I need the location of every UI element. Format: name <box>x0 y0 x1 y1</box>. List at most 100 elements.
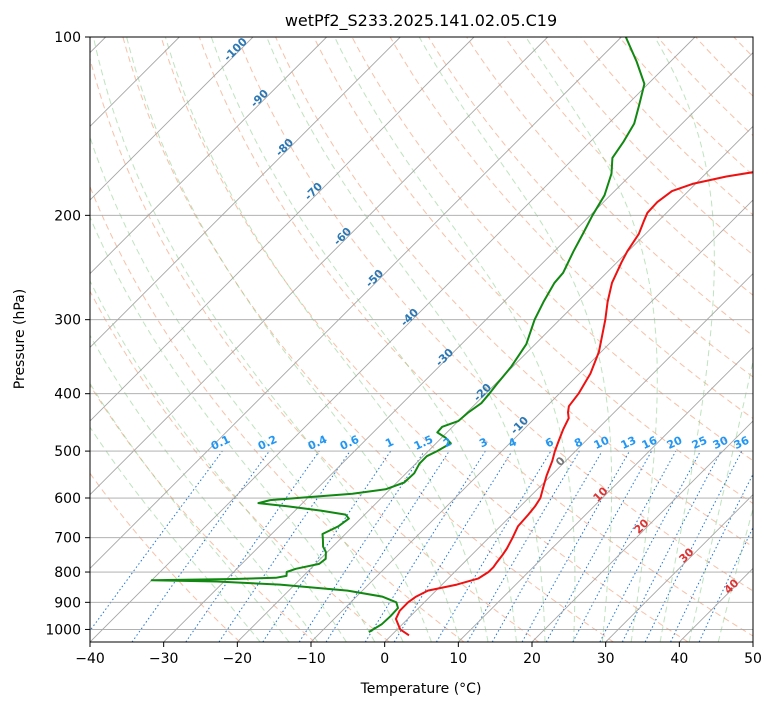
mixing-ratio-line <box>545 450 653 642</box>
moist-adiabat <box>90 215 376 642</box>
mixing-ratio-line <box>325 450 450 642</box>
y-tick-label: 500 <box>54 444 81 460</box>
line-labels: -100-90-80-70-60-50-40-30-20-10010203040… <box>209 35 752 597</box>
moist-adiabat <box>92 37 432 642</box>
moist-adiabat-label: 10 <box>591 484 611 504</box>
isotherm-line <box>384 273 753 642</box>
dry-adiabat <box>160 37 689 642</box>
x-tick-label: −30 <box>149 651 179 667</box>
y-axis: 100 200 300 400 500 600 700 800 900 1000 <box>45 30 90 638</box>
isotherm-line <box>237 125 753 642</box>
dry-adiabat-label: -90 <box>248 87 271 110</box>
mixing-ratio-line <box>262 450 392 642</box>
dry-adiabat <box>122 37 614 642</box>
moist-adiabat-label: 40 <box>722 576 742 596</box>
chart-title: wetPf2_S233.2025.141.02.05.C19 <box>285 11 557 31</box>
mixing-ratio-label: 1 <box>383 435 395 450</box>
isotherm-line <box>531 420 753 642</box>
dry-adiabat <box>313 37 753 505</box>
mixing-ratio-line <box>621 450 722 642</box>
mixing-ratio-line <box>131 450 270 642</box>
dry-adiabat <box>90 185 465 642</box>
dry-adiabat <box>389 37 753 420</box>
moist-adiabat <box>266 37 546 642</box>
dry-adiabat-label: -100 <box>221 35 250 64</box>
mixing-ratio-label: 30 <box>711 434 731 452</box>
moist-adiabat <box>525 37 658 642</box>
dewpoint-profile-line <box>150 37 646 633</box>
x-tick-label: 30 <box>597 651 615 667</box>
isotherm-line <box>163 52 753 642</box>
mixing-ratio-label: 4 <box>506 435 519 450</box>
y-tick-label: 200 <box>54 208 81 224</box>
mixing-ratio-line <box>521 450 630 642</box>
dry-adiabat-label: -40 <box>398 306 421 329</box>
isotherm-line <box>90 37 401 348</box>
moist-adiabat-label: 30 <box>677 545 697 565</box>
mixing-ratio-line <box>670 473 753 642</box>
mixing-ratio-label: 1.5 <box>412 433 435 453</box>
dry-adiabat-label: -30 <box>433 346 456 369</box>
mixing-ratio-line <box>644 450 743 642</box>
dry-adiabat <box>90 56 540 642</box>
isotherm-line <box>90 37 254 201</box>
dry-adiabat <box>90 472 241 642</box>
isotherm-line <box>90 37 327 275</box>
dry-adiabat <box>504 37 753 296</box>
dry-adiabat <box>90 384 316 642</box>
mixing-ratio-label: 20 <box>665 434 685 452</box>
moist-adiabat <box>164 37 489 642</box>
dry-adiabat-label: -50 <box>363 267 386 290</box>
mixing-ratio-label: 36 <box>732 434 752 452</box>
dry-adiabat <box>466 37 753 337</box>
dry-adiabat <box>351 37 753 462</box>
x-tick-label: 0 <box>380 651 389 667</box>
mixing-ratio-label: 10 <box>592 434 612 452</box>
dry-adiabat <box>542 37 753 256</box>
mixing-ratio-line <box>218 450 351 642</box>
dry-adiabat <box>275 37 753 548</box>
x-tick-label: −40 <box>75 651 105 667</box>
mixing-ratio-label: 25 <box>690 434 709 452</box>
dry-adiabat <box>90 290 390 642</box>
moist-adiabat-label: 20 <box>632 516 652 536</box>
dry-adiabat <box>657 37 753 137</box>
moist-adiabat <box>126 37 461 642</box>
moist-adiabat <box>688 358 753 642</box>
y-tick-label: 300 <box>54 313 81 329</box>
isotherm-line <box>90 37 475 422</box>
moist-adiabat <box>90 334 319 642</box>
x-tick-label: 50 <box>744 651 762 667</box>
moist-adiabat <box>418 37 613 642</box>
mixing-ratio-label: 16 <box>640 434 660 452</box>
dry-adiabat <box>198 37 753 637</box>
moist-adiabat <box>654 37 715 642</box>
dry-adiabat <box>237 37 753 592</box>
x-axis: −40 −30 −20 −10 0 10 20 30 40 50 <box>75 642 762 667</box>
mixing-ratio-label: 8 <box>572 435 584 450</box>
isotherm-line <box>605 494 753 642</box>
y-tick-label: 400 <box>54 387 81 403</box>
mixing-ratio-line <box>572 450 677 642</box>
moist-adiabat <box>210 37 517 642</box>
x-tick-label: −10 <box>296 651 326 667</box>
isotherm-line <box>310 199 753 642</box>
mixing-ratio-line <box>298 450 425 642</box>
grid-lines <box>90 37 753 642</box>
y-tick-label: 700 <box>54 531 81 547</box>
isotherm-line <box>90 37 622 569</box>
dry-adiabat-label: -10 <box>508 414 531 437</box>
moist-adiabat <box>90 382 290 642</box>
isotherm-line <box>90 37 548 496</box>
plot-frame <box>89 36 754 643</box>
isotherm-line <box>752 641 753 642</box>
dry-adiabat-label: -20 <box>471 381 494 404</box>
mixing-ratio-line <box>185 450 320 642</box>
y-tick-label: 1000 <box>45 622 81 638</box>
x-tick-label: 10 <box>449 651 467 667</box>
moist-adiabat <box>90 426 261 642</box>
y-tick-label: 800 <box>54 565 81 581</box>
x-tick-label: 20 <box>523 651 541 667</box>
dry-adiabat <box>427 37 753 378</box>
